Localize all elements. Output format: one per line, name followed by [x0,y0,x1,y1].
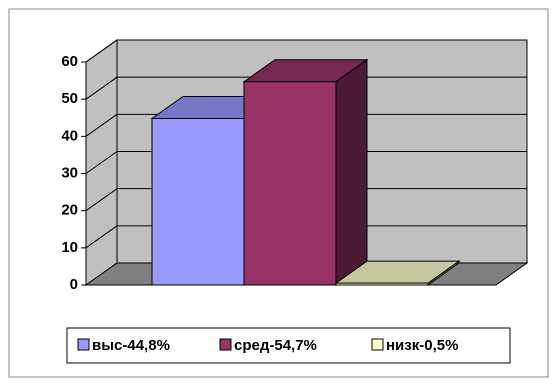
legend-label: сред-54,7% [234,337,317,354]
legend [66,327,511,364]
legend-label: низк-0,5% [386,337,458,354]
y-tick-label: 60 [61,53,78,70]
bar [151,117,245,286]
y-tick-label: 50 [61,90,78,107]
grid-line [85,225,118,249]
grid-line [85,151,118,174]
bar-side [335,58,368,286]
bars [150,58,461,286]
grid-line [85,188,118,212]
grid-line [85,39,118,63]
grid-line [85,113,118,137]
legend-swatch [371,338,384,351]
legend-items: выс-44,8% сред-54,7% низк-0,5% [77,337,458,354]
legend-swatch [219,338,232,351]
y-tick-label: 10 [61,239,78,256]
y-tick-label: 20 [61,202,78,219]
legend-swatch [77,338,90,351]
bar [243,81,337,286]
y-tick-label: 0 [70,276,78,293]
grid-line [85,76,118,100]
y-tick-label: 40 [61,127,78,144]
legend-label: выс-44,8% [92,337,170,354]
y-tick-label: 30 [61,164,78,181]
